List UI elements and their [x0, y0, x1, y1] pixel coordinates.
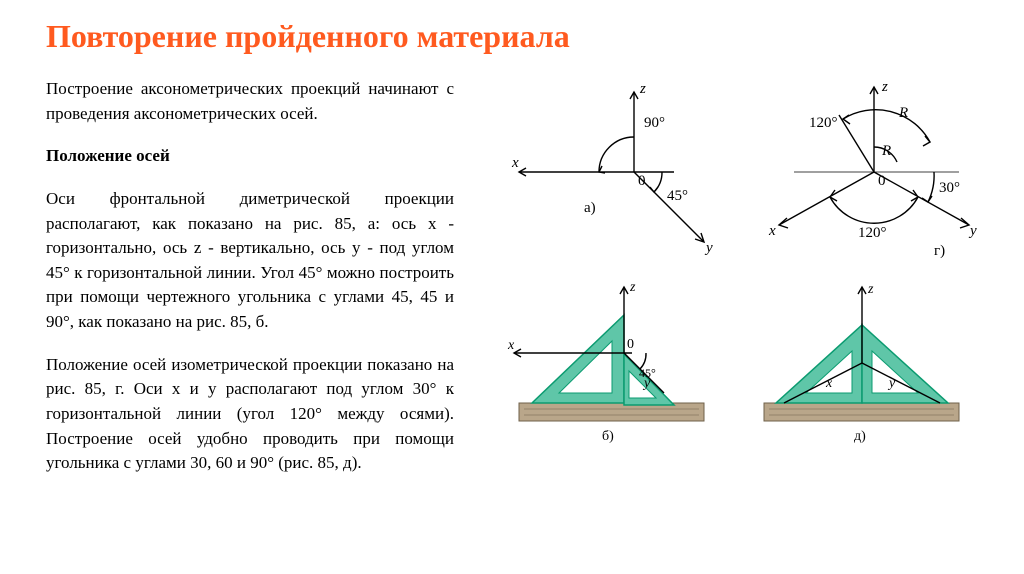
- axis-y-label: y: [968, 223, 977, 239]
- origin-label: 0: [627, 337, 634, 352]
- radius-inner-label: R: [881, 143, 891, 159]
- axis-y-label: y: [704, 240, 713, 256]
- figure-g-caption: г): [934, 243, 945, 259]
- radius-outer-label: R: [898, 105, 908, 121]
- intro-paragraph: Построение аксонометрических проекций на…: [46, 77, 454, 126]
- angle-90-label: 90°: [644, 115, 665, 131]
- figure-d: z x y д): [734, 275, 984, 445]
- angle-30-label: 30°: [939, 180, 960, 196]
- origin-label: 0: [638, 173, 646, 189]
- figures-column: z x y 0 90° 45° а): [484, 77, 984, 494]
- figure-d-caption: д): [854, 429, 866, 444]
- axis-z-label: z: [881, 79, 888, 95]
- angle-45-label: 45°: [667, 188, 688, 204]
- figure-a: z x y 0 90° 45° а): [484, 77, 734, 267]
- figure-b: z x y 0 45° б): [484, 275, 734, 445]
- origin-label: 0: [878, 173, 886, 189]
- figure-a-caption: а): [584, 200, 596, 216]
- figure-b-caption: б): [602, 429, 614, 444]
- axis-x-label: x: [507, 338, 515, 353]
- paragraph-2: Положение осей изометрической проекции п…: [46, 353, 454, 476]
- paragraph-1: Оси фронтальной диметрической проекции р…: [46, 187, 454, 335]
- angle-45-label: 45°: [639, 366, 656, 380]
- subheading: Положение осей: [46, 144, 454, 169]
- axis-z-label: z: [867, 282, 874, 297]
- angle-120-top: 120°: [809, 115, 838, 131]
- axis-z-label: z: [639, 81, 646, 97]
- text-column: Построение аксонометрических проекций на…: [46, 77, 454, 494]
- axis-z-label: z: [629, 280, 636, 295]
- axis-x-label: x: [768, 223, 776, 239]
- axis-x-label: x: [825, 376, 833, 391]
- page-title: Повторение пройденного материала: [46, 18, 984, 55]
- axis-y-label: y: [887, 376, 896, 391]
- figure-g: z x y 0 120° 120° 30° R R г): [734, 77, 984, 267]
- axis-x-label: x: [511, 155, 519, 171]
- angle-120-bot: 120°: [858, 225, 887, 241]
